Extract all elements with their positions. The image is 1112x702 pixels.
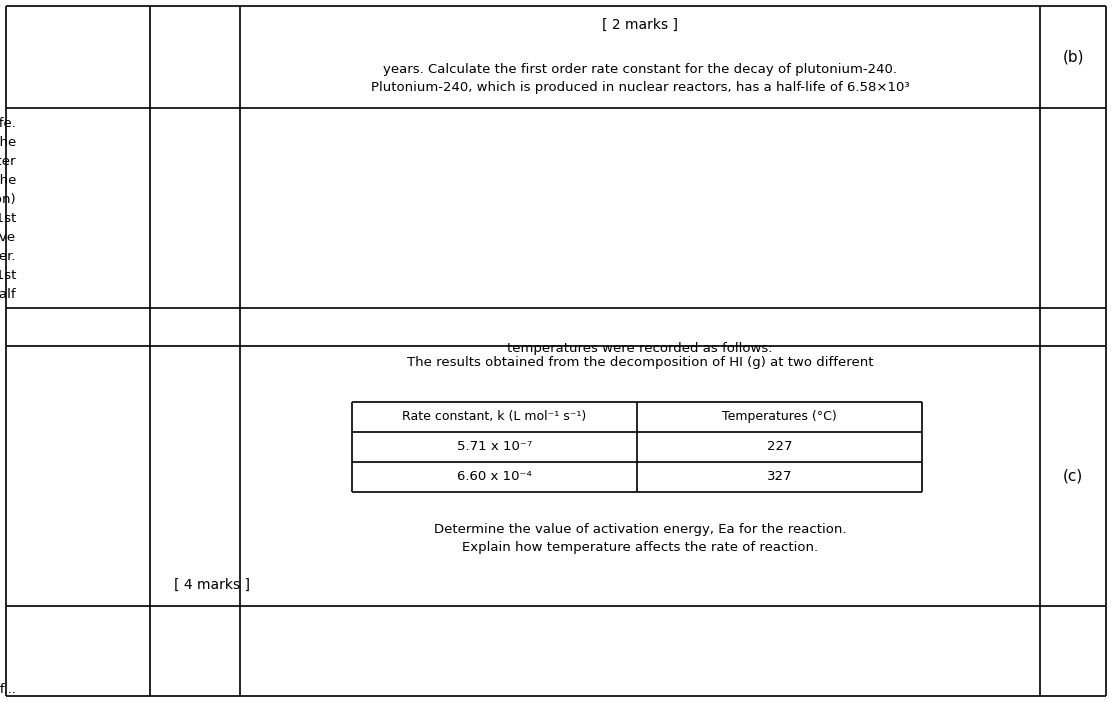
- Text: C1 : Write the half...: C1 : Write the half...: [0, 683, 16, 696]
- Text: S2 : Calculate the: S2 : Calculate the: [0, 175, 16, 187]
- Text: S1 : Write the half: S1 : Write the half: [0, 289, 16, 301]
- Text: time in half life.: time in half life.: [0, 117, 16, 131]
- Text: 6.60 x 10⁻⁴: 6.60 x 10⁻⁴: [457, 470, 532, 484]
- Text: Plutonium-240, which is produced in nuclear reactors, has a half-life of 6.58×10: Plutonium-240, which is produced in nucl…: [370, 81, 910, 95]
- Text: order reaction): order reaction): [0, 194, 16, 206]
- Text: 327: 327: [767, 470, 792, 484]
- Text: (b): (b): [1062, 50, 1084, 65]
- Text: substitute the: substitute the: [0, 136, 16, 150]
- Text: The results obtained from the decomposition of HI (g) at two different: The results obtained from the decomposit…: [407, 357, 873, 369]
- Text: 5.71 x 10⁻⁷: 5.71 x 10⁻⁷: [457, 440, 533, 453]
- Text: (Radioactive: (Radioactive: [0, 232, 16, 244]
- Text: substance is  1st: substance is 1st: [0, 213, 16, 225]
- Text: order.: order.: [0, 251, 16, 263]
- Text: formula  for  1st: formula for 1st: [0, 270, 16, 282]
- Text: Determine the value of activation energy, Ea for the reaction.: Determine the value of activation energy…: [434, 524, 846, 536]
- Text: Temperatures (°C): Temperatures (°C): [722, 411, 837, 423]
- Text: [ 4 marks ]: [ 4 marks ]: [173, 578, 250, 592]
- Text: Explain how temperature affects the rate of reaction.: Explain how temperature affects the rate…: [461, 541, 818, 555]
- Text: temperatures were recorded as follows:: temperatures were recorded as follows:: [507, 343, 773, 355]
- Text: value of k after: value of k after: [0, 156, 16, 168]
- Text: [ 2 marks ]: [ 2 marks ]: [602, 18, 678, 32]
- Text: 227: 227: [767, 440, 792, 453]
- Text: years. Calculate the first order rate constant for the decay of plutonium-240.: years. Calculate the first order rate co…: [383, 63, 897, 77]
- Text: (c): (c): [1063, 468, 1083, 484]
- Text: Rate constant, k (L mol⁻¹ s⁻¹): Rate constant, k (L mol⁻¹ s⁻¹): [403, 411, 587, 423]
